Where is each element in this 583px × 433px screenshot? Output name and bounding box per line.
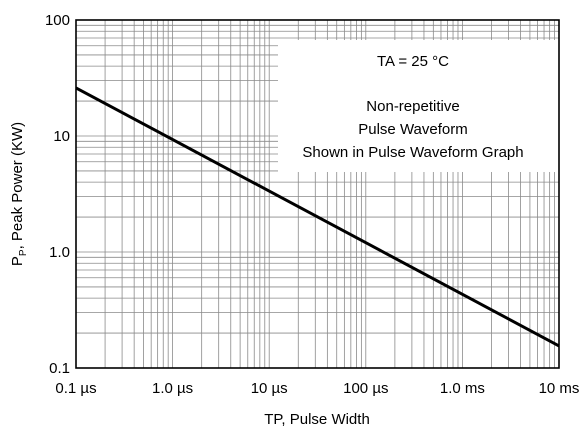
y-axis-label-rest: , Peak Power (KW) bbox=[9, 122, 26, 250]
x-tick-label: 10 ms bbox=[539, 380, 580, 397]
x-axis-label: TP, Pulse Width bbox=[264, 411, 370, 428]
y-tick-label: 10 bbox=[53, 128, 70, 145]
x-tick-label: 10 µs bbox=[251, 380, 288, 397]
y-axis-label-main: P bbox=[9, 256, 26, 266]
plot-frame bbox=[75, 19, 560, 369]
annotation-line-4: Shown in Pulse Waveform Graph bbox=[302, 144, 523, 161]
annotation-line-3: Pulse Waveform bbox=[358, 121, 467, 138]
y-tick-label: 100 bbox=[45, 12, 70, 29]
plot-grid bbox=[76, 20, 559, 368]
y-tick-label: 1.0 bbox=[49, 244, 70, 261]
x-tick-label: 0.1 µs bbox=[55, 380, 96, 397]
annotation-line-2: Non-repetitive bbox=[366, 98, 459, 115]
y-axis-label-subscript: P bbox=[18, 249, 29, 256]
x-tick-labels: 0.1 µs 1.0 µs 10 µs 100 µs 1.0 ms 10 ms bbox=[55, 380, 579, 397]
annotation-box bbox=[278, 40, 566, 172]
series-layer bbox=[75, 86, 560, 348]
x-tick-label: 1.0 µs bbox=[152, 380, 193, 397]
series-line bbox=[75, 86, 560, 348]
annotation-line-1: TA = 25 °C bbox=[377, 53, 449, 70]
y-axis-label: PP, Peak Power (KW) bbox=[9, 122, 29, 266]
y-tick-labels: 0.1 1.0 10 100 bbox=[45, 12, 70, 377]
y-tick-label: 0.1 bbox=[49, 360, 70, 377]
x-tick-label: 100 µs bbox=[343, 380, 388, 397]
x-tick-label: 1.0 ms bbox=[440, 380, 485, 397]
